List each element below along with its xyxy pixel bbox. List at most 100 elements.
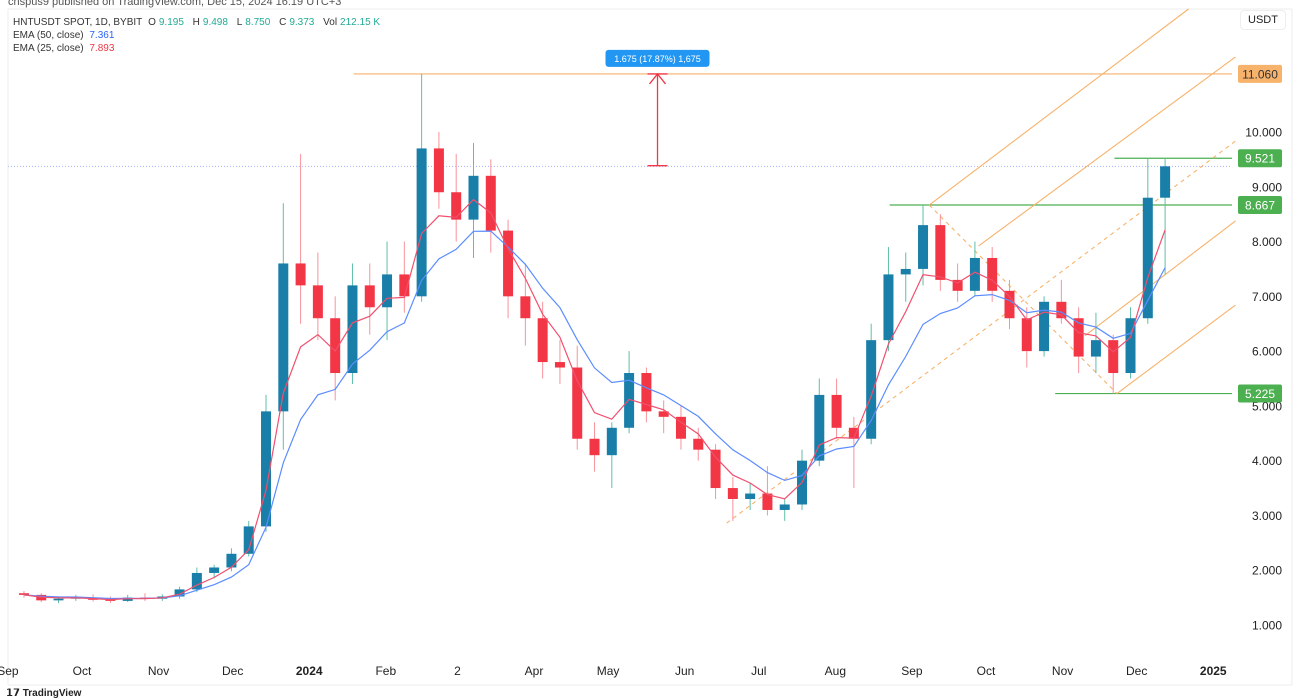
level-badge-label: 8.667 [1245, 199, 1275, 213]
candle-body [1160, 166, 1171, 198]
candle-body [969, 257, 980, 291]
price-tick-label: 7.000 [1252, 290, 1282, 304]
time-tick-label: Aug [825, 664, 846, 678]
candle-body [675, 416, 686, 439]
ema25-label: EMA (25, close) [13, 43, 84, 54]
logo-text: TradingView [22, 688, 82, 699]
candle-body [416, 148, 427, 297]
ema25-value: 7.893 [89, 43, 115, 54]
candle-body [710, 449, 721, 489]
time-tick-label: May [597, 664, 620, 678]
candle-body [866, 340, 877, 439]
price-tick-label: 3.000 [1252, 509, 1282, 523]
time-tick-label: Oct [73, 664, 92, 678]
time-tick-label: Dec [222, 664, 243, 678]
candle-body [745, 493, 756, 500]
volume-label: Vol [323, 17, 338, 28]
time-tick-label: Jun [675, 664, 694, 678]
open-label: O [148, 17, 156, 28]
close-label: C [279, 17, 287, 28]
time-tick-label: Nov [1052, 664, 1073, 678]
level-badge-label: 5.225 [1245, 387, 1275, 401]
candle-body [1108, 340, 1119, 374]
candle-body [382, 274, 393, 308]
candle-body [658, 411, 669, 417]
candle-body [451, 192, 462, 220]
candle-body [814, 394, 825, 461]
candle-body [537, 318, 548, 363]
price-tick-label: 2.000 [1252, 564, 1282, 578]
candle-body [641, 373, 652, 412]
ema50-label: EMA (50, close) [13, 30, 84, 41]
legend-ema50-row[interactable]: EMA (50, close) 7.361 [13, 29, 386, 42]
candle-body [762, 493, 773, 510]
candle-body [554, 362, 565, 368]
published-caption: cnspus9 published on TradingView.com, De… [8, 0, 342, 8]
level-badge [1238, 64, 1282, 83]
candle-body [572, 367, 583, 439]
candle-body [935, 225, 946, 280]
open-value: 9.195 [158, 17, 184, 28]
candle-body [105, 599, 116, 601]
candle-body [1125, 318, 1136, 374]
candle-body [900, 268, 911, 275]
close-value: 9.373 [289, 17, 315, 28]
candle-body [520, 296, 531, 319]
candle-body [209, 567, 220, 573]
candle-body [606, 427, 617, 456]
volume-value: 212.15 K [340, 17, 381, 28]
time-tick-label: Dec [1126, 664, 1147, 678]
candle-body [468, 175, 479, 220]
candle-body [312, 285, 323, 319]
time-tick-label: Jul [751, 664, 766, 678]
level-badge [1238, 384, 1282, 403]
candle-body [918, 225, 929, 269]
candle-body [399, 274, 410, 297]
candle-body [693, 438, 704, 450]
level-badge-label: 11.060 [1242, 67, 1278, 81]
price-tick-label: 10.000 [1245, 125, 1282, 139]
price-tick-label: 5.000 [1252, 399, 1282, 413]
currency-unit-button[interactable]: USDT [1240, 10, 1286, 30]
level-badge-label: 9.521 [1245, 152, 1275, 166]
price-tick-label: 1.000 [1252, 619, 1282, 633]
tradingview-logo: 𝟭𝟳 TradingView [6, 688, 81, 699]
candle-body [278, 263, 289, 412]
time-tick-label: 2024 [296, 664, 323, 678]
legend-ema25-row[interactable]: EMA (25, close) 7.893 [13, 42, 386, 55]
candle-body [727, 488, 738, 500]
candle-body [174, 589, 185, 597]
time-tick-label: Feb [375, 664, 396, 678]
candle-body [295, 263, 306, 286]
time-tick-label: Apr [525, 664, 544, 678]
time-tick-label: Sep [901, 664, 923, 678]
time-tick-label: Oct [977, 664, 996, 678]
candle-body [243, 526, 254, 554]
candle-body [848, 427, 859, 439]
time-tick-label: Sep [0, 664, 19, 678]
ema-line [23, 230, 1166, 600]
candle-body [433, 148, 444, 193]
price-tick-label: 8.000 [1252, 235, 1282, 249]
candle-body [1056, 301, 1067, 319]
measure-arrow-icon [649, 72, 667, 85]
time-tick-label: Nov [148, 664, 169, 678]
measure-label-box [605, 49, 710, 67]
candle-body [1021, 318, 1032, 352]
candle-body [347, 285, 358, 374]
symbol-name[interactable]: HNTUSDT SPOT, 1D, BYBIT [13, 17, 143, 28]
high-value: 9.498 [202, 17, 228, 28]
candle-body [261, 411, 272, 527]
candle-body [226, 553, 237, 568]
candle-body [364, 285, 375, 308]
candle-body [18, 593, 29, 595]
level-badge [1238, 196, 1282, 215]
candle-body [589, 438, 600, 456]
candle-body [53, 598, 64, 601]
price-tick-label: 6.000 [1252, 345, 1282, 359]
trend-line [928, 8, 1189, 206]
candle-body [1039, 301, 1050, 352]
